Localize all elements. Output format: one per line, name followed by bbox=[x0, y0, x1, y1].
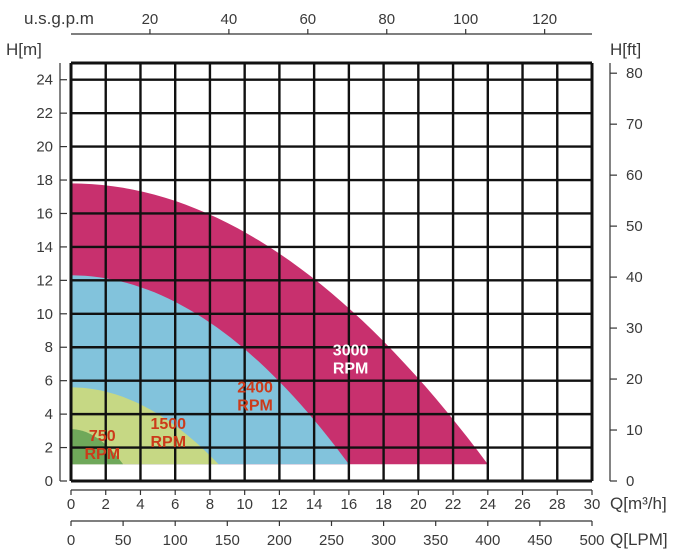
series-label: 750 bbox=[89, 428, 116, 445]
x-top-tick-label: 100 bbox=[453, 11, 478, 28]
series-label: RPM bbox=[237, 397, 273, 414]
x-lpm-tick-label: 200 bbox=[267, 532, 292, 549]
x-top-tick-label: 120 bbox=[532, 11, 557, 28]
y-left-tick-label: 22 bbox=[36, 105, 53, 122]
y-left-axis-label: H[m] bbox=[6, 40, 42, 59]
series-label: RPM bbox=[84, 446, 120, 463]
y-right-axis-label: H[ft] bbox=[610, 40, 641, 59]
x-bottom-tick-label: 28 bbox=[549, 496, 566, 513]
y-left-tick-label: 24 bbox=[36, 72, 53, 89]
y-right-tick-label: 50 bbox=[626, 218, 643, 235]
y-left-tick-label: 20 bbox=[36, 139, 53, 156]
x-bottom-tick-label: 8 bbox=[206, 496, 214, 513]
y-right-tick-label: 70 bbox=[626, 116, 643, 133]
x-lpm-tick-label: 300 bbox=[371, 532, 396, 549]
y-left-tick-label: 2 bbox=[45, 440, 53, 457]
y-right-tick-label: 80 bbox=[626, 65, 643, 82]
x-bottom-tick-label: 0 bbox=[67, 496, 75, 513]
y-left-tick-label: 12 bbox=[36, 272, 53, 289]
y-right-tick-label: 0 bbox=[626, 473, 634, 490]
y-left-tick-label: 0 bbox=[45, 473, 53, 490]
y-right-tick-label: 40 bbox=[626, 269, 643, 286]
y-left-tick-label: 4 bbox=[45, 406, 53, 423]
y-right-tick-label: 30 bbox=[626, 320, 643, 337]
series-label: 3000 bbox=[333, 343, 369, 360]
series-label: 2400 bbox=[237, 379, 273, 396]
x-bottom-tick-label: 10 bbox=[236, 496, 253, 513]
curve-area-1500-rpm bbox=[71, 387, 219, 465]
x-bottom-tick-label: 4 bbox=[136, 496, 144, 513]
x-bottom-tick-label: 2 bbox=[102, 496, 110, 513]
y-left-tick-label: 6 bbox=[45, 373, 53, 390]
x-lpm-tick-label: 0 bbox=[67, 532, 75, 549]
x-top-axis-label: u.s.g.p.m bbox=[24, 9, 94, 28]
y-left-tick-label: 8 bbox=[45, 339, 53, 356]
x-lpm-tick-label: 100 bbox=[163, 532, 188, 549]
y-right-tick-label: 10 bbox=[626, 422, 643, 439]
x-bottom-tick-label: 26 bbox=[514, 496, 531, 513]
x-bottom-tick-label: 30 bbox=[584, 496, 601, 513]
x-lpm-axis-label: Q[LPM] bbox=[610, 530, 668, 549]
x-bottom-tick-label: 16 bbox=[341, 496, 358, 513]
series-label: RPM bbox=[150, 434, 186, 451]
series-label: RPM bbox=[333, 361, 369, 378]
x-bottom-axis-label: Q[m³/h] bbox=[610, 494, 667, 513]
x-lpm-tick-label: 450 bbox=[527, 532, 552, 549]
x-top-tick-label: 80 bbox=[378, 11, 395, 28]
x-bottom-tick-label: 22 bbox=[445, 496, 462, 513]
x-lpm-tick-label: 250 bbox=[319, 532, 344, 549]
x-top-tick-label: 40 bbox=[221, 11, 238, 28]
x-lpm-tick-label: 350 bbox=[423, 532, 448, 549]
x-bottom-tick-label: 18 bbox=[375, 496, 392, 513]
y-right-tick-label: 20 bbox=[626, 371, 643, 388]
x-lpm-tick-label: 400 bbox=[475, 532, 500, 549]
y-left-tick-label: 10 bbox=[36, 306, 53, 323]
x-bottom-tick-label: 6 bbox=[171, 496, 179, 513]
x-lpm-tick-label: 500 bbox=[579, 532, 604, 549]
x-bottom-tick-label: 20 bbox=[410, 496, 427, 513]
y-left-tick-label: 18 bbox=[36, 172, 53, 189]
y-left-tick-label: 14 bbox=[36, 239, 53, 256]
x-top-tick-label: 20 bbox=[142, 11, 159, 28]
y-right-tick-label: 60 bbox=[626, 167, 643, 184]
x-bottom-tick-label: 12 bbox=[271, 496, 288, 513]
y-left-tick-label: 16 bbox=[36, 205, 53, 222]
x-top-tick-label: 60 bbox=[299, 11, 316, 28]
x-bottom-tick-label: 14 bbox=[306, 496, 323, 513]
x-lpm-tick-label: 150 bbox=[215, 532, 240, 549]
x-lpm-tick-label: 50 bbox=[115, 532, 132, 549]
x-bottom-tick-label: 24 bbox=[479, 496, 496, 513]
series-label: 1500 bbox=[150, 416, 186, 433]
